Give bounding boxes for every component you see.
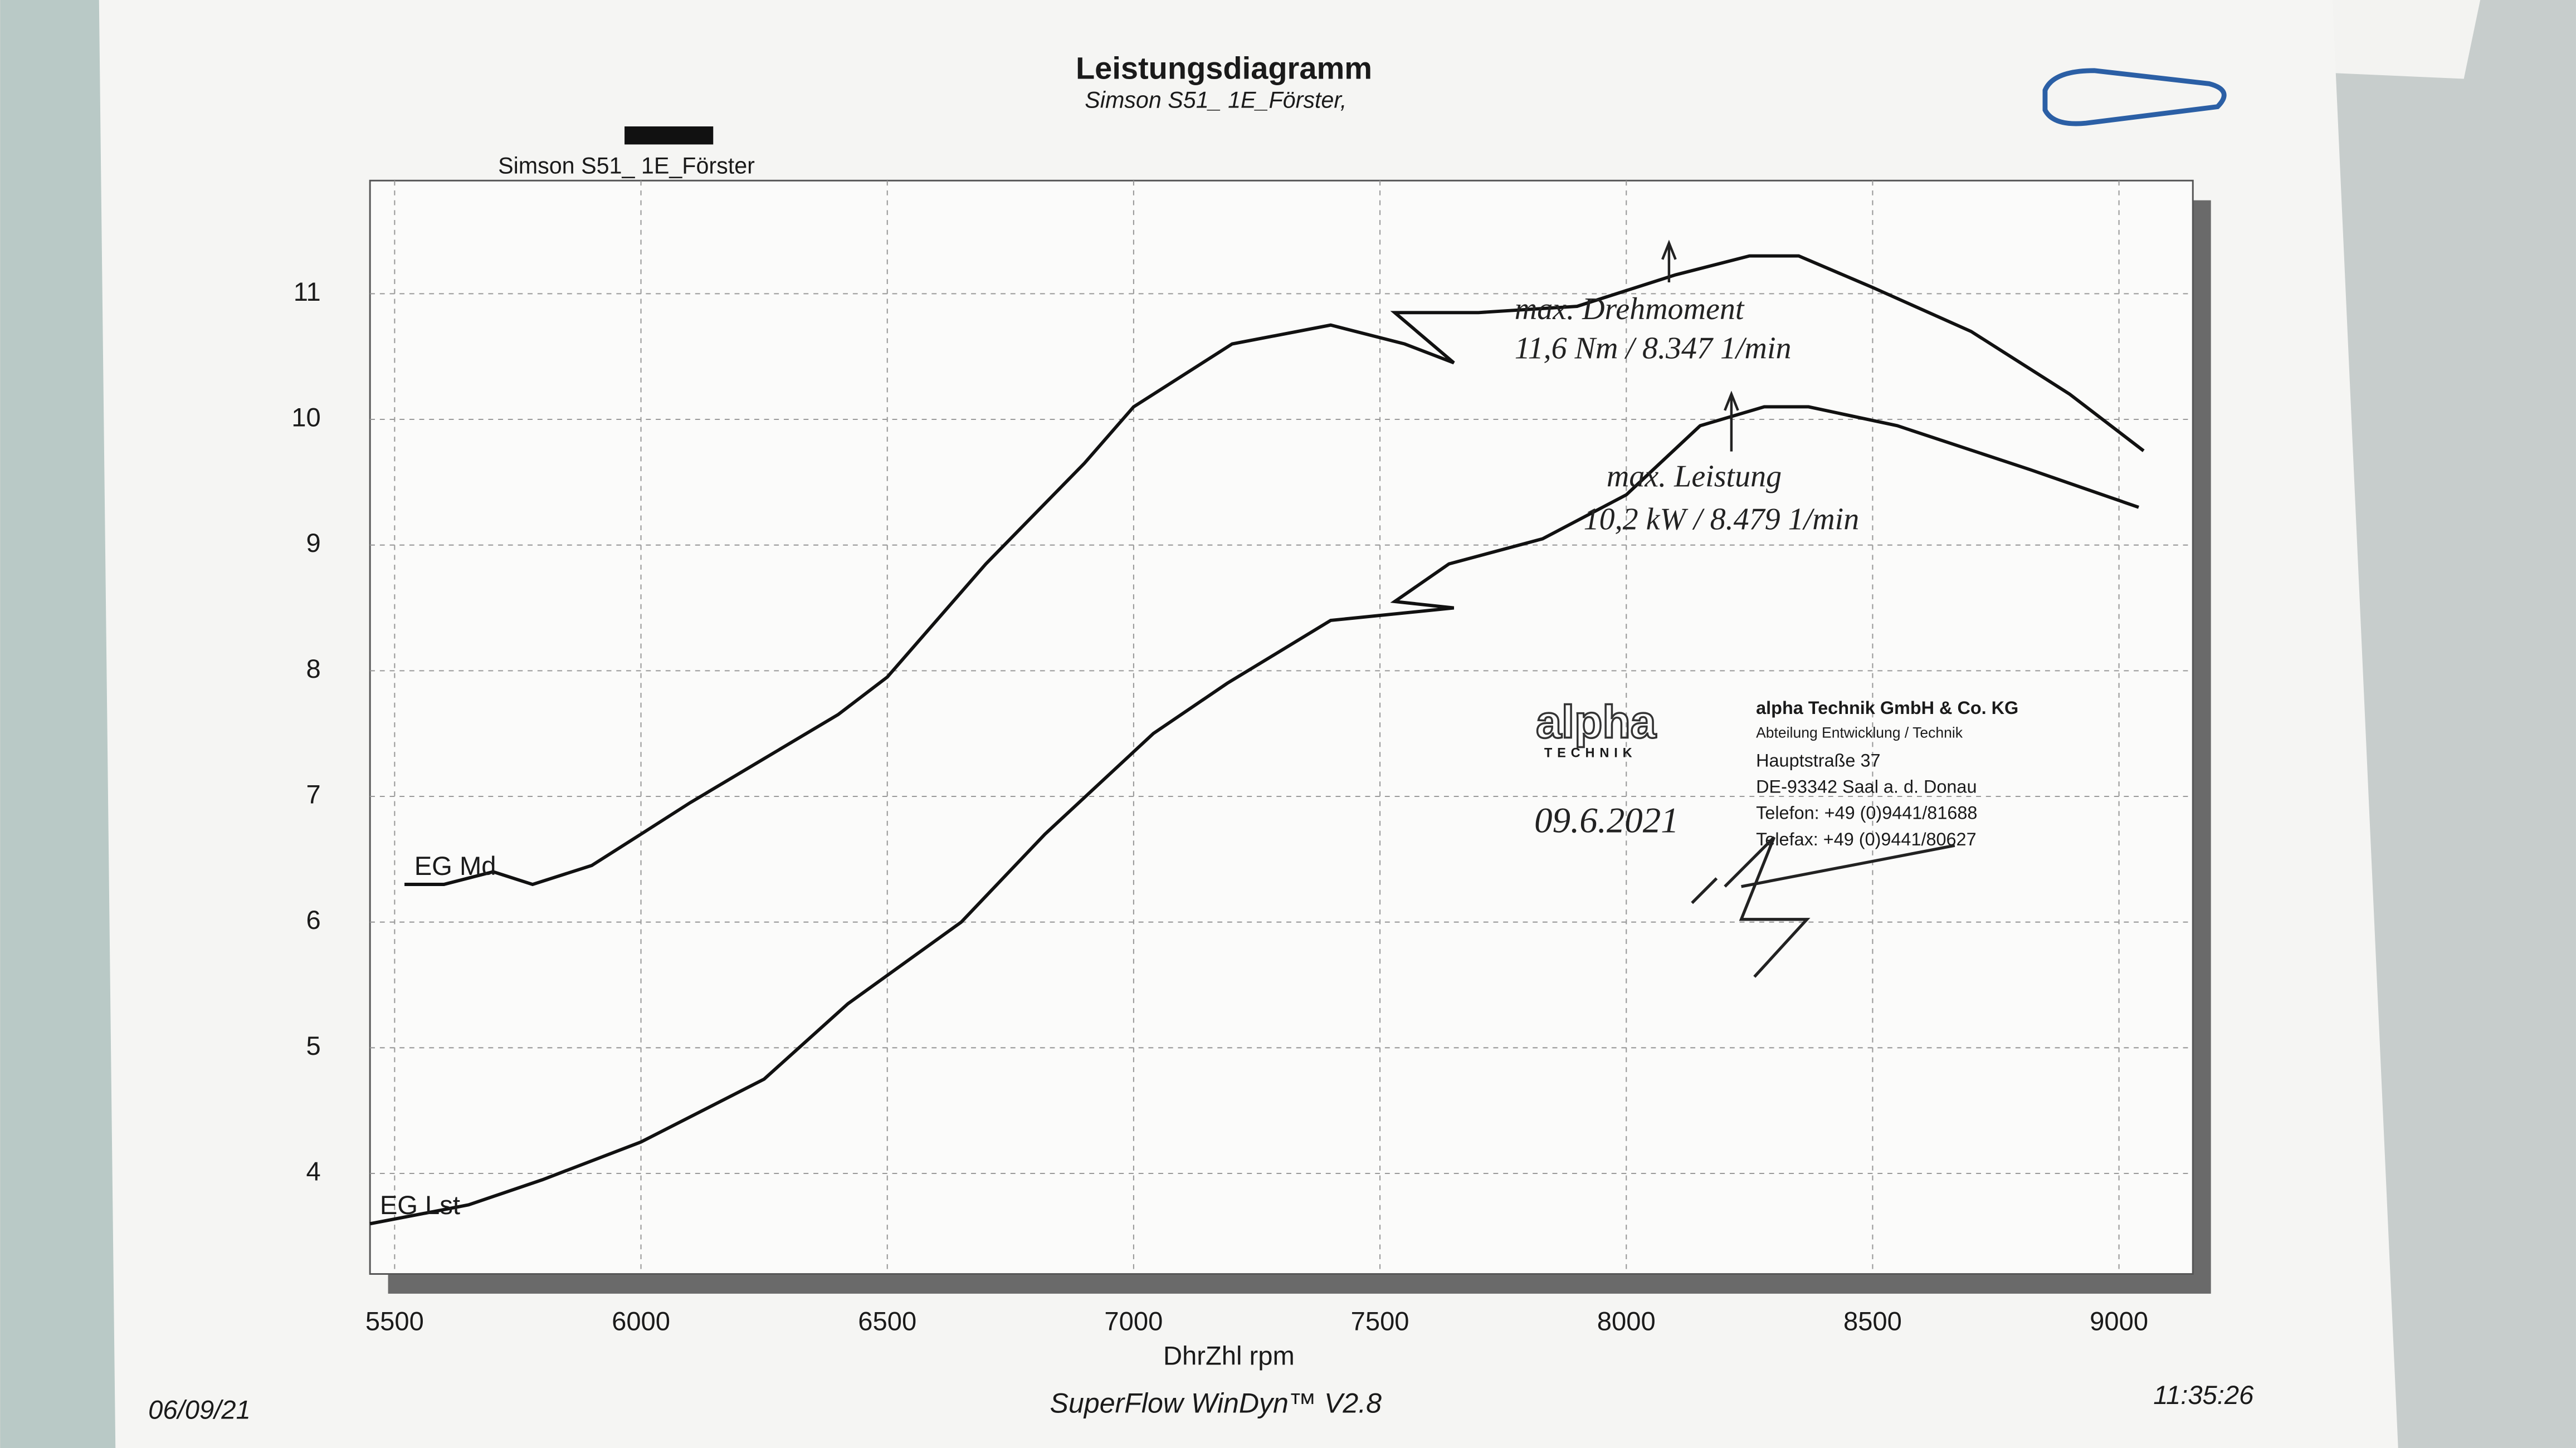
legend-label: Simson S51_ 1E_Förster xyxy=(498,153,755,179)
arrow-head xyxy=(1724,390,1739,411)
y-tick-label: 8 xyxy=(306,654,320,683)
y-tick-label: 4 xyxy=(306,1156,320,1186)
stamp-line: DE-93342 Saal a. d. Donau xyxy=(1756,777,1977,797)
series-label: EG Lst xyxy=(380,1190,460,1220)
y-tick-label: 5 xyxy=(306,1031,320,1060)
y-tick-label: 9 xyxy=(306,528,320,557)
x-tick-label: 6000 xyxy=(612,1306,670,1336)
stamp-line: Abteilung Entwicklung / Technik xyxy=(1756,725,1963,741)
paper-clip xyxy=(2042,68,2227,126)
footer-date: 06/09/21 xyxy=(148,1395,251,1425)
annotation: 09.6.2021 xyxy=(1534,801,1679,841)
stamp-line: alpha Technik GmbH & Co. KG xyxy=(1756,698,2018,718)
stamp-logo-sub: TECHNIK xyxy=(1544,745,1637,760)
y-tick-label: 10 xyxy=(291,402,320,432)
x-tick-label: 6500 xyxy=(858,1306,916,1336)
stamp-logo: alpha xyxy=(1536,697,1657,748)
plot-area xyxy=(369,179,2194,1275)
chart-title: Leistungsdiagramm xyxy=(1076,51,1372,86)
stamp-line: Telefax: +49 (0)9441/80627 xyxy=(1756,829,1976,849)
stamp: alpha TECHNIK alpha Technik GmbH & Co. K… xyxy=(1535,696,2018,978)
annotation: 11,6 Nm / 8.347 1/min xyxy=(1515,331,1792,366)
footer-time: 11:35:26 xyxy=(2153,1380,2254,1410)
arrow-head xyxy=(1661,239,1677,260)
signature xyxy=(1691,836,1955,978)
footer-software: SuperFlow WinDyn™ V2.8 xyxy=(1050,1388,1382,1419)
series-label: EG Md xyxy=(414,851,496,880)
x-axis-label: DhrZhl rpm xyxy=(1163,1341,1295,1370)
annotation: max. Leistung xyxy=(1607,459,1782,494)
annotation: max. Drehmoment xyxy=(1515,292,1745,326)
series-line xyxy=(404,254,2145,887)
x-tick-label: 9000 xyxy=(2090,1306,2148,1336)
x-tick-label: 7500 xyxy=(1351,1306,1409,1336)
stamp-line: Hauptstraße 37 xyxy=(1756,750,1880,770)
x-tick-label: 5500 xyxy=(365,1306,424,1336)
annotation: 10,2 kW / 8.479 1/min xyxy=(1584,502,1860,536)
y-tick-label: 6 xyxy=(306,905,320,935)
x-tick-label: 8500 xyxy=(1843,1306,1902,1336)
y-tick-label: 7 xyxy=(306,779,320,809)
legend-swatch xyxy=(625,126,714,145)
x-tick-label: 8000 xyxy=(1597,1306,1656,1336)
stamp-line: Telefon: +49 (0)9441/81688 xyxy=(1756,803,1977,823)
x-tick-label: 7000 xyxy=(1104,1306,1163,1336)
chart-subtitle: Simson S51_ 1E_Förster, xyxy=(1085,87,1346,113)
series-line xyxy=(369,405,2139,1226)
annotations: max. Drehmoment 11,6 Nm / 8.347 1/min ma… xyxy=(1515,239,1860,841)
y-tick-label: 11 xyxy=(294,277,321,306)
